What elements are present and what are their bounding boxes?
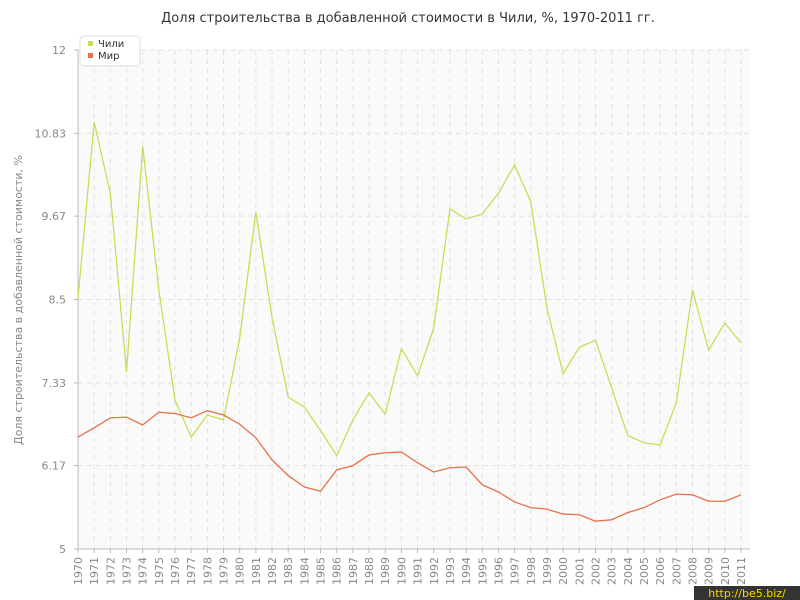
x-tick-label: 2007 bbox=[670, 557, 683, 585]
x-tick-label: 2001 bbox=[573, 557, 586, 585]
x-tick-label: 1993 bbox=[444, 557, 457, 585]
legend-label: Чили bbox=[98, 39, 124, 50]
x-tick-label: 2005 bbox=[638, 557, 651, 585]
x-tick-label: 1973 bbox=[121, 557, 134, 585]
grid bbox=[77, 49, 750, 550]
watermark: http://be5.biz/ bbox=[708, 587, 786, 600]
y-tick-label: 6.17 bbox=[42, 460, 67, 473]
x-tick-label: 1990 bbox=[395, 557, 408, 585]
x-tick-label: 1980 bbox=[234, 557, 247, 585]
x-tick-label: 1995 bbox=[476, 557, 489, 585]
y-axis-label: Доля строительства в добавленной стоимос… bbox=[12, 155, 25, 445]
x-tick-label: 1983 bbox=[282, 557, 295, 585]
x-tick-label: 1971 bbox=[88, 557, 101, 585]
x-tick-label: 1989 bbox=[379, 557, 392, 585]
chart-title: Доля строительства в добавленной стоимос… bbox=[161, 11, 655, 26]
x-tick-label: 1987 bbox=[347, 557, 360, 585]
x-tick-label: 1982 bbox=[266, 557, 279, 585]
x-tick-label: 2006 bbox=[654, 557, 667, 585]
y-tick-label: 10.83 bbox=[35, 127, 67, 140]
x-tick-label: 1996 bbox=[492, 557, 505, 585]
x-tick-label: 1974 bbox=[137, 557, 150, 585]
x-tick-label: 1985 bbox=[315, 557, 328, 585]
legend-swatch bbox=[88, 53, 93, 58]
x-tick-label: 1994 bbox=[460, 557, 473, 585]
watermark-bg bbox=[694, 586, 800, 600]
x-tick-label: 2009 bbox=[703, 557, 716, 585]
x-tick-label: 1970 bbox=[72, 557, 85, 585]
y-tick-label: 8.5 bbox=[49, 294, 67, 307]
x-tick-label: 1986 bbox=[331, 557, 344, 585]
x-tick-label: 1988 bbox=[363, 557, 376, 585]
x-tick-label: 1991 bbox=[412, 557, 425, 585]
series-line bbox=[77, 121, 742, 457]
y-tick-label: 9.67 bbox=[42, 210, 67, 223]
x-tick-label: 1998 bbox=[525, 557, 538, 585]
legend-swatch bbox=[88, 41, 93, 46]
x-tick-label: 2003 bbox=[606, 557, 619, 585]
legend-box bbox=[79, 35, 141, 67]
x-tick-label: 1975 bbox=[153, 557, 166, 585]
x-tick-label: 1997 bbox=[509, 557, 522, 585]
y-tick-label: 12 bbox=[52, 44, 66, 57]
legend-label: Мир bbox=[98, 51, 119, 62]
series-line bbox=[77, 410, 742, 522]
x-tick-label: 1979 bbox=[218, 557, 231, 585]
x-tick-label: 1977 bbox=[185, 557, 198, 585]
x-tick-label: 2000 bbox=[557, 557, 570, 585]
x-tick-label: 2008 bbox=[686, 557, 699, 585]
y-tick-label: 5 bbox=[59, 543, 66, 556]
x-tick-label: 2002 bbox=[589, 557, 602, 585]
x-tick-label: 1978 bbox=[201, 557, 214, 585]
y-tick-label: 7.33 bbox=[42, 377, 67, 390]
x-tick-label: 2010 bbox=[719, 557, 732, 585]
x-tick-label: 1981 bbox=[250, 557, 263, 585]
x-tick-label: 1984 bbox=[298, 557, 311, 585]
x-tick-label: 2011 bbox=[735, 557, 748, 585]
x-tick-label: 1976 bbox=[169, 557, 182, 585]
x-tick-label: 1999 bbox=[541, 557, 554, 585]
x-tick-label: 1992 bbox=[428, 557, 441, 585]
x-tick-label: 1972 bbox=[104, 557, 117, 585]
x-tick-label: 2004 bbox=[622, 557, 635, 585]
